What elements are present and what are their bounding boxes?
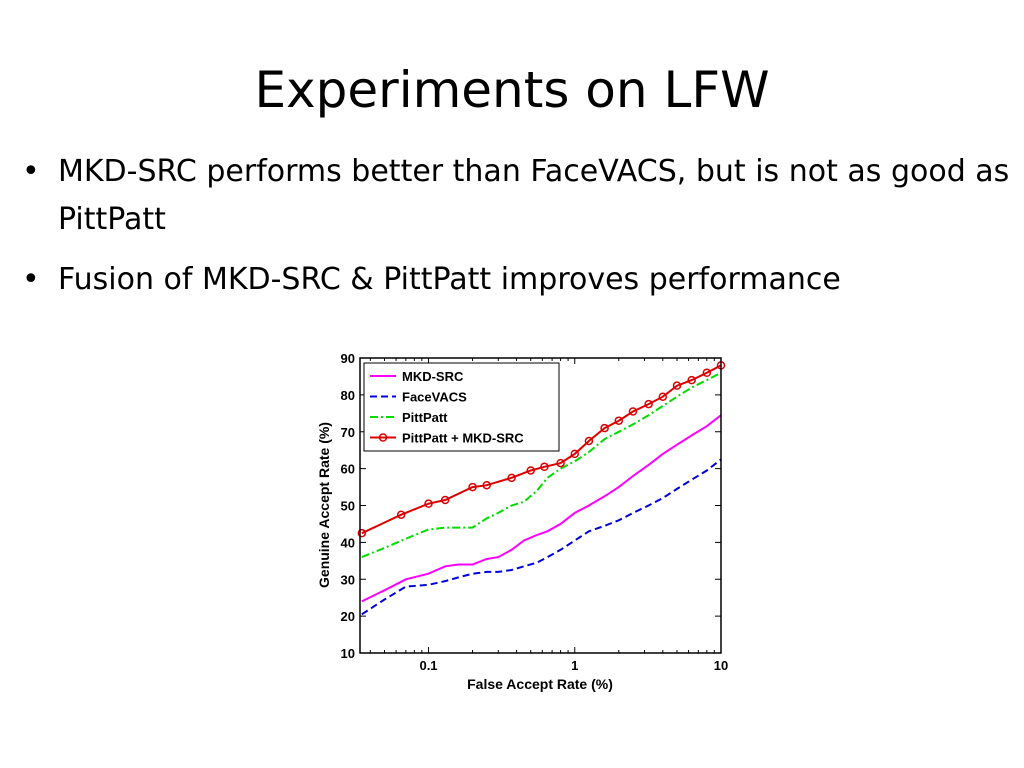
series-line-0	[361, 414, 722, 603]
bullet-item: • MKD-SRC performs better than FaceVACS,…	[22, 148, 1012, 244]
legend-label: PittPatt	[402, 410, 448, 425]
series-layer	[357, 361, 726, 616]
series-marker-3	[672, 381, 682, 390]
series-marker-3	[687, 375, 696, 385]
legend-label: PittPatt + MKD-SRC	[402, 431, 524, 446]
series-marker-3	[482, 480, 491, 490]
series-marker-3	[570, 449, 580, 459]
series-marker-3	[644, 399, 653, 409]
series-marker-3	[396, 510, 406, 519]
bullet-dot-icon: •	[22, 154, 40, 189]
series-marker-3	[556, 458, 565, 468]
bullet-list: • MKD-SRC performs better than FaceVACS,…	[22, 148, 1012, 316]
chart-legend: MKD-SRC FaceVACS PittPatt PittPatt + MKD-SR…	[363, 362, 560, 452]
series-marker-3	[507, 473, 516, 483]
series-marker-3	[584, 436, 594, 446]
series-marker-3	[628, 407, 638, 416]
y-axis-label: Genuine Accept Rate (%)	[316, 422, 332, 588]
bullet-text: Fusion of MKD-SRC & PittPatt improves pe…	[58, 262, 841, 297]
x-axis-label: False Accept Rate (%)	[467, 676, 613, 692]
x-tick-label: 0.1	[419, 658, 437, 673]
series-marker-3	[600, 423, 609, 433]
x-tick-label: 10	[714, 658, 728, 673]
y-tick-label: 80	[341, 388, 355, 403]
y-tick-label: 70	[341, 425, 355, 440]
series-line-3	[361, 364, 722, 535]
legend-label: FaceVACS	[402, 390, 467, 405]
series-marker-3	[614, 416, 624, 425]
series-marker-3	[468, 482, 477, 492]
bullet-text: MKD-SRC performs better than FaceVACS, b…	[58, 154, 1010, 237]
series-marker-3	[540, 462, 549, 472]
legend-box	[363, 362, 560, 452]
roc-chart: 10 20 30 40 50 60 70 80 90 0.1 1 10 MKD-SRC FaceVACS…	[310, 342, 750, 702]
series-marker-3	[526, 466, 535, 475]
series-marker-3	[424, 499, 433, 508]
y-tick-label: 50	[341, 499, 355, 514]
y-tick-label: 30	[341, 572, 355, 587]
y-tick-label: 60	[341, 462, 355, 477]
x-tick-label: 1	[571, 658, 578, 673]
series-marker-3	[702, 368, 712, 377]
axis-layer: 10 20 30 40 50 60 70 80 90 0.1 1 10	[341, 351, 729, 673]
y-tick-label: 20	[341, 609, 355, 624]
y-tick-label: 40	[341, 535, 355, 550]
slide-title: Experiments on LFW	[254, 61, 770, 119]
bullet-item: • Fusion of MKD-SRC & PittPatt improves …	[22, 256, 1012, 304]
bullet-dot-icon: •	[22, 262, 40, 297]
legend-marker	[378, 433, 388, 442]
series-line-1	[361, 458, 722, 616]
roc-chart-svg: 10 20 30 40 50 60 70 80 90 0.1 1 10 MKD-SRC FaceVACS…	[316, 351, 729, 692]
y-tick-label: 10	[341, 646, 355, 661]
legend-label: MKD-SRC	[402, 369, 464, 384]
series-marker-3	[357, 528, 367, 538]
series-marker-3	[440, 495, 450, 505]
y-tick-label: 90	[341, 351, 355, 366]
series-marker-3	[658, 392, 668, 401]
